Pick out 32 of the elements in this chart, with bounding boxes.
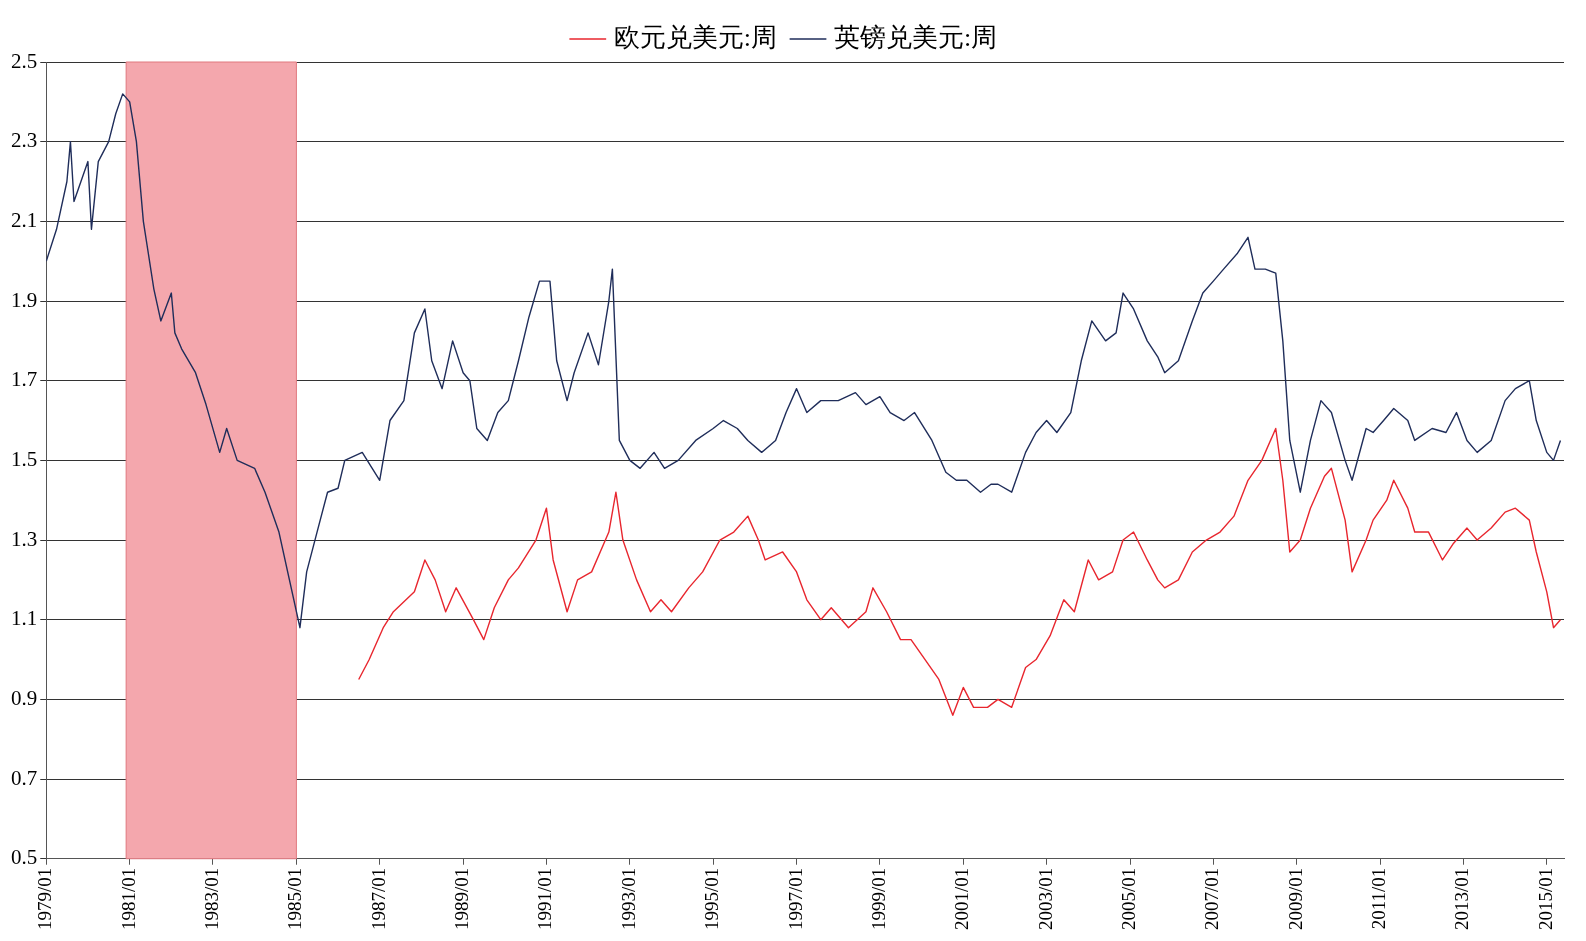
x-tick-label: 1993/01: [617, 867, 639, 930]
legend-label: 英镑兑美元:周: [834, 22, 998, 52]
y-tick-label: 1.3: [11, 526, 38, 551]
x-tick-label: 1995/01: [701, 867, 723, 930]
x-tick-label: 2013/01: [1451, 867, 1473, 930]
legend-label: 欧元兑美元:周: [613, 22, 778, 52]
y-tick-label: 0.7: [11, 765, 38, 790]
y-tick-label: 1.1: [11, 606, 38, 631]
y-tick-label: 2.1: [11, 207, 38, 232]
y-tick-label: 0.5: [11, 845, 38, 870]
x-tick-label: 2005/01: [1118, 867, 1139, 930]
y-tick-label: 1.9: [11, 287, 38, 312]
y-tick-label: 1.7: [11, 367, 38, 392]
x-tick-label: 2015/01: [1534, 867, 1556, 930]
y-tick-label: 2.5: [11, 48, 38, 73]
y-tick-label: 0.9: [11, 685, 38, 710]
y-tick-label: 2.3: [11, 128, 38, 153]
x-tick-label: 1999/01: [867, 867, 889, 930]
x-tick-label: 2011/01: [1368, 867, 1390, 930]
x-tick-label: 1985/01: [284, 867, 306, 930]
x-tick-label: 1979/01: [34, 867, 56, 930]
y-tick-label: 1.5: [11, 446, 38, 471]
x-tick-label: 1983/01: [200, 867, 222, 930]
x-tick-label: 1997/01: [784, 867, 806, 930]
x-tick-label: 1987/01: [367, 867, 389, 930]
x-tick-label: 1981/01: [117, 867, 139, 930]
x-tick-label: 2009/01: [1284, 867, 1306, 930]
x-tick-label: 2003/01: [1034, 867, 1056, 930]
x-tick-label: 2001/01: [951, 867, 973, 930]
x-tick-label: 2007/01: [1201, 867, 1223, 930]
x-tick-label: 1991/01: [534, 867, 556, 930]
x-tick-label: 1989/01: [451, 867, 473, 930]
